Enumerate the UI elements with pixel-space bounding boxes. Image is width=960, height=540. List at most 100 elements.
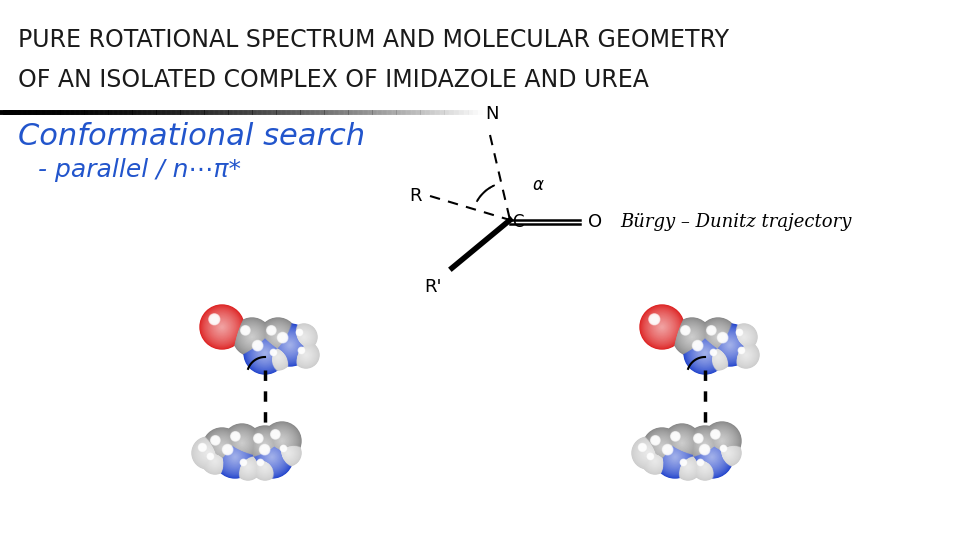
Circle shape (710, 430, 733, 452)
Circle shape (653, 459, 658, 463)
Circle shape (646, 311, 678, 343)
Circle shape (275, 434, 289, 448)
Circle shape (299, 332, 300, 333)
Circle shape (646, 453, 663, 469)
Circle shape (226, 448, 245, 467)
Circle shape (203, 448, 213, 458)
Circle shape (711, 456, 712, 458)
Circle shape (707, 452, 717, 462)
Circle shape (742, 351, 750, 359)
Circle shape (696, 436, 700, 440)
Circle shape (272, 327, 308, 363)
Circle shape (717, 442, 739, 464)
Circle shape (280, 335, 300, 354)
Circle shape (259, 462, 271, 472)
Circle shape (237, 438, 248, 448)
Circle shape (230, 453, 239, 461)
Circle shape (703, 443, 707, 447)
Circle shape (274, 328, 306, 362)
Circle shape (289, 343, 292, 347)
Circle shape (280, 335, 285, 340)
Circle shape (263, 322, 293, 352)
Circle shape (259, 461, 262, 464)
Circle shape (682, 442, 683, 444)
Circle shape (241, 442, 243, 444)
Circle shape (737, 330, 751, 344)
Circle shape (660, 444, 664, 450)
Circle shape (710, 330, 725, 344)
Circle shape (679, 440, 685, 446)
Circle shape (732, 325, 756, 349)
Circle shape (218, 440, 252, 474)
Circle shape (268, 327, 289, 347)
Circle shape (252, 341, 277, 366)
Circle shape (284, 449, 292, 457)
Circle shape (736, 329, 752, 345)
Circle shape (649, 455, 661, 467)
Circle shape (209, 456, 221, 467)
Circle shape (223, 444, 248, 469)
Circle shape (740, 333, 748, 341)
Circle shape (694, 435, 715, 455)
Circle shape (648, 433, 677, 461)
Circle shape (703, 448, 721, 467)
Circle shape (684, 329, 700, 345)
Circle shape (302, 336, 305, 339)
Circle shape (280, 445, 287, 451)
Circle shape (677, 455, 700, 478)
Circle shape (710, 349, 726, 365)
Circle shape (700, 348, 710, 358)
Circle shape (210, 436, 220, 445)
Circle shape (225, 426, 260, 461)
Circle shape (653, 318, 671, 336)
Circle shape (202, 447, 204, 448)
Circle shape (717, 332, 743, 358)
Circle shape (709, 328, 713, 332)
Circle shape (674, 435, 690, 451)
Circle shape (675, 436, 689, 450)
Circle shape (276, 356, 279, 359)
Circle shape (253, 433, 276, 457)
Circle shape (244, 463, 252, 471)
Circle shape (238, 323, 266, 351)
Circle shape (647, 432, 677, 462)
Circle shape (652, 316, 673, 338)
Circle shape (294, 327, 314, 347)
Circle shape (258, 347, 272, 360)
Circle shape (643, 448, 653, 458)
Circle shape (723, 338, 737, 352)
Circle shape (695, 343, 715, 363)
Circle shape (276, 436, 287, 446)
Circle shape (199, 444, 217, 462)
Circle shape (200, 445, 216, 461)
Circle shape (271, 456, 274, 458)
Circle shape (700, 462, 710, 472)
Circle shape (683, 328, 701, 346)
Circle shape (738, 347, 754, 363)
Circle shape (254, 434, 263, 443)
Circle shape (272, 350, 285, 364)
Circle shape (664, 426, 700, 461)
Circle shape (720, 335, 725, 340)
Circle shape (285, 450, 291, 456)
Circle shape (684, 462, 693, 472)
Circle shape (706, 424, 738, 457)
Circle shape (680, 441, 684, 446)
Circle shape (210, 315, 219, 323)
Circle shape (300, 333, 308, 341)
Circle shape (209, 455, 221, 467)
Circle shape (733, 326, 755, 348)
Circle shape (718, 437, 726, 445)
Circle shape (208, 433, 236, 461)
Circle shape (263, 465, 267, 469)
Circle shape (651, 456, 660, 465)
Circle shape (272, 350, 284, 363)
Circle shape (664, 446, 685, 468)
Circle shape (638, 444, 646, 451)
Circle shape (727, 451, 730, 454)
Circle shape (250, 335, 254, 339)
Circle shape (258, 460, 263, 465)
Circle shape (208, 454, 213, 458)
Circle shape (704, 352, 707, 354)
Circle shape (721, 446, 734, 460)
